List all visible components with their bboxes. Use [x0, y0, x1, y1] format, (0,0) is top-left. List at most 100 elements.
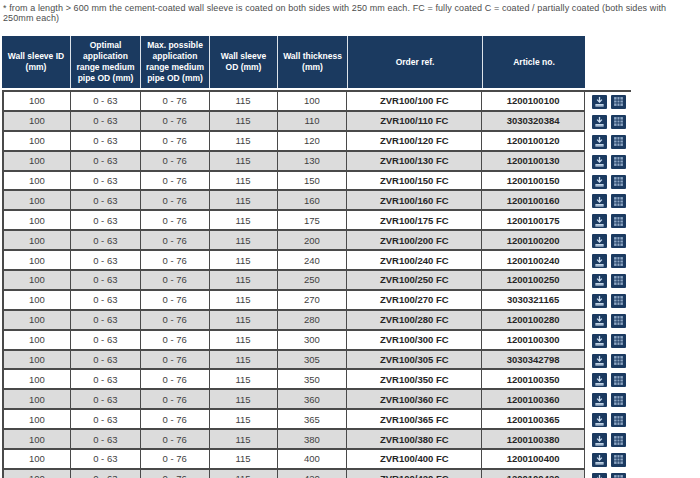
download-button[interactable]: [592, 393, 607, 407]
cell-order-ref: ZVR100/420 FC: [346, 470, 481, 478]
grid-button[interactable]: [611, 175, 626, 189]
cell-optimal-range: 0 - 63: [70, 450, 140, 468]
cell-wall-sleeve-id: 100: [4, 172, 70, 190]
cell-wall-sleeve-id: 100: [4, 410, 70, 428]
cell-wall-thickness: 175: [277, 211, 347, 229]
grid-button[interactable]: [611, 354, 626, 368]
download-button[interactable]: [592, 453, 607, 467]
cell-wall-thickness: 400: [277, 450, 347, 468]
download-icon: [594, 236, 605, 247]
grid-button[interactable]: [611, 274, 626, 288]
cell-article-no: 1200100250: [481, 271, 584, 289]
cell-wall-sleeve-od: 115: [209, 450, 277, 468]
cell-wall-thickness: 420: [277, 470, 347, 478]
download-button[interactable]: [592, 433, 607, 447]
cell-optimal-range: 0 - 63: [70, 172, 140, 190]
cell-max-range: 0 - 76: [140, 291, 209, 309]
grid-button[interactable]: [611, 155, 626, 169]
cell-article-no: 1200100240: [481, 251, 584, 269]
download-icon: [594, 315, 605, 326]
download-button[interactable]: [592, 194, 607, 208]
download-button[interactable]: [592, 294, 607, 308]
grid-button[interactable]: [611, 194, 626, 208]
grid-icon: [613, 295, 624, 306]
download-button[interactable]: [592, 373, 607, 387]
download-button[interactable]: [592, 314, 607, 328]
cell-wall-sleeve-od: 115: [209, 172, 277, 190]
download-button[interactable]: [592, 354, 607, 368]
col-header-wall-sleeve-id: Wall sleeve ID (mm): [2, 36, 70, 88]
grid-button[interactable]: [611, 453, 626, 467]
cell-wall-thickness: 240: [277, 251, 347, 269]
table-row: 100 0 - 63 0 - 76 115 175 ZVR100/175 FC …: [2, 211, 631, 231]
cell-article-no: 1200100120: [481, 132, 584, 150]
cell-optimal-range: 0 - 63: [70, 351, 140, 369]
cell-wall-thickness: 150: [277, 172, 347, 190]
cell-max-range: 0 - 76: [140, 311, 209, 329]
download-button[interactable]: [592, 115, 607, 129]
cell-wall-sleeve-od: 115: [209, 370, 277, 388]
cell-article-no: 1200100130: [481, 152, 584, 170]
grid-button[interactable]: [611, 413, 626, 427]
row-actions: [592, 410, 626, 430]
download-icon: [594, 256, 605, 267]
cell-wall-thickness: 250: [277, 271, 347, 289]
download-icon: [594, 454, 605, 465]
grid-button[interactable]: [611, 214, 626, 228]
cell-article-no: 3030321165: [481, 291, 584, 309]
grid-button[interactable]: [611, 115, 626, 129]
cell-wall-sleeve-id: 100: [4, 271, 70, 289]
cell-wall-thickness: 130: [277, 152, 347, 170]
col-header-wall-sleeve-od: Wall sleeve OD (mm): [209, 36, 277, 88]
grid-button[interactable]: [611, 373, 626, 387]
cell-article-no: 1200100400: [481, 450, 584, 468]
download-button[interactable]: [592, 254, 607, 268]
grid-icon: [613, 196, 624, 207]
download-button[interactable]: [592, 334, 607, 348]
cell-wall-thickness: 100: [277, 92, 347, 110]
download-icon: [594, 216, 605, 227]
row-actions: [592, 152, 626, 172]
grid-button[interactable]: [611, 95, 626, 109]
cell-order-ref: ZVR100/280 FC: [346, 311, 481, 329]
grid-button[interactable]: [611, 314, 626, 328]
grid-button[interactable]: [611, 393, 626, 407]
cell-max-range: 0 - 76: [140, 430, 209, 448]
grid-button[interactable]: [611, 234, 626, 248]
cell-wall-sleeve-id: 100: [4, 251, 70, 269]
download-button[interactable]: [592, 234, 607, 248]
grid-button[interactable]: [611, 334, 626, 348]
table-row-cells: 100 0 - 63 0 - 76 115 160 ZVR100/160 FC …: [2, 191, 585, 211]
cell-article-no: 1200100160: [481, 191, 584, 209]
download-button[interactable]: [592, 413, 607, 427]
grid-button[interactable]: [611, 294, 626, 308]
cell-order-ref: ZVR100/305 FC: [346, 351, 481, 369]
grid-button[interactable]: [611, 135, 626, 149]
product-table-page: * from a length > 600 mm the cement-coat…: [0, 0, 700, 478]
cell-optimal-range: 0 - 63: [70, 470, 140, 478]
cell-optimal-range: 0 - 63: [70, 92, 140, 110]
row-actions: [592, 132, 626, 152]
row-actions: [592, 370, 626, 390]
download-button[interactable]: [592, 214, 607, 228]
download-button[interactable]: [592, 175, 607, 189]
grid-button[interactable]: [611, 473, 626, 478]
cell-optimal-range: 0 - 63: [70, 410, 140, 428]
cell-wall-sleeve-id: 100: [4, 311, 70, 329]
grid-button[interactable]: [611, 433, 626, 447]
download-button[interactable]: [592, 135, 607, 149]
cell-order-ref: ZVR100/175 FC: [346, 211, 481, 229]
download-button[interactable]: [592, 155, 607, 169]
cell-optimal-range: 0 - 63: [70, 211, 140, 229]
table-row-cells: 100 0 - 63 0 - 76 115 250 ZVR100/250 FC …: [2, 271, 585, 291]
download-button[interactable]: [592, 95, 607, 109]
cell-article-no: 1200100420: [481, 470, 584, 478]
cell-wall-sleeve-od: 115: [209, 271, 277, 289]
row-actions: [592, 291, 626, 311]
cell-order-ref: ZVR100/240 FC: [346, 251, 481, 269]
table-row-cells: 100 0 - 63 0 - 76 115 100 ZVR100/100 FC …: [2, 92, 585, 112]
grid-button[interactable]: [611, 254, 626, 268]
download-button[interactable]: [592, 274, 607, 288]
cell-wall-sleeve-od: 115: [209, 311, 277, 329]
download-button[interactable]: [592, 473, 607, 478]
